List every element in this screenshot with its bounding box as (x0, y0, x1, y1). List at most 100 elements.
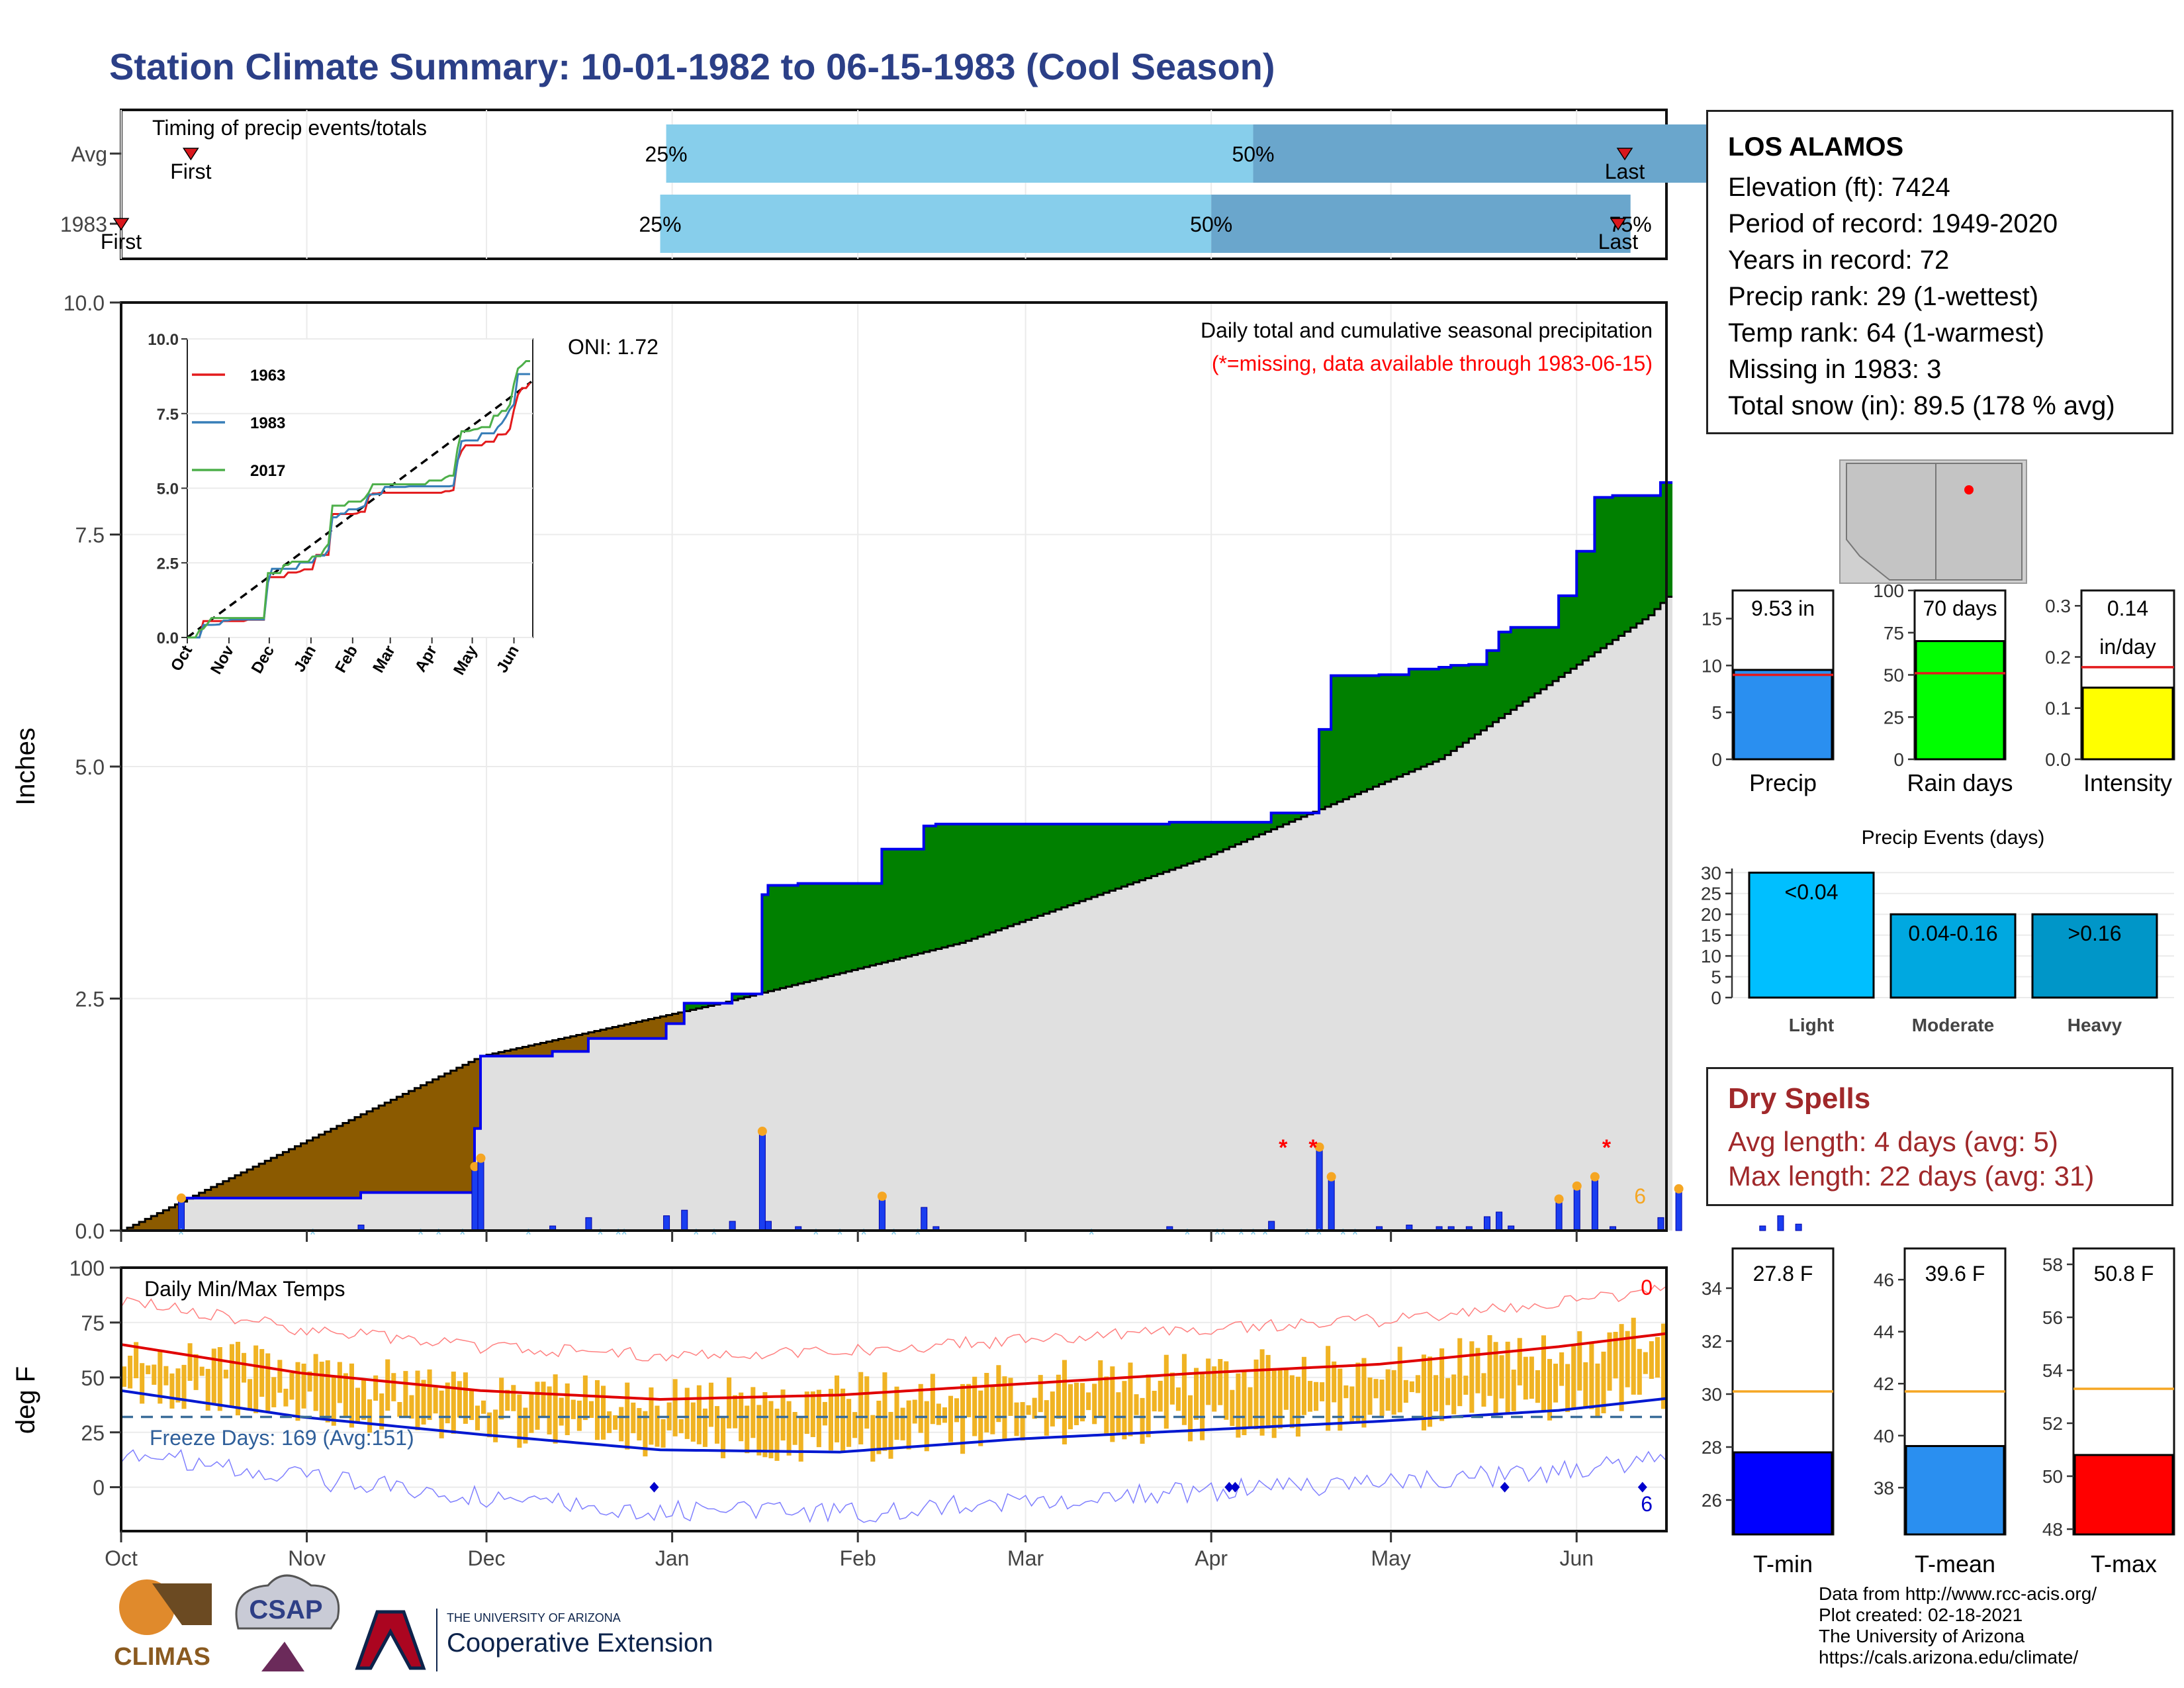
daily-temp-bar (1379, 1380, 1385, 1417)
daily-temp-bar (355, 1387, 361, 1422)
daily-temp-bar (1385, 1369, 1390, 1411)
inset-y-tick-label: 5.0 (157, 481, 179, 498)
snow-marker: * (1250, 1225, 1256, 1244)
precip-summary-tick-label: 0.3 (2045, 596, 2071, 616)
daily-temp-bar (690, 1402, 696, 1442)
temp-summary-bar (1733, 1451, 1833, 1536)
daily-temp-bar (1146, 1374, 1151, 1438)
daily-temp-bar (1092, 1383, 1097, 1425)
daily-temp-bar (684, 1387, 690, 1439)
missing-marker: * (1279, 1135, 1288, 1160)
precip-summary-tick-label: 0 (1711, 749, 1722, 770)
daily-temp-bar (146, 1365, 151, 1374)
daily-temp-bar (259, 1348, 265, 1397)
y-tick-label: 50 (81, 1366, 105, 1390)
daily-temp-bar (607, 1411, 612, 1433)
daily-temp-bar (379, 1393, 385, 1430)
daily-temp-bar (1349, 1386, 1355, 1423)
daily-temp-bar (1355, 1362, 1361, 1422)
month-label: Dec (468, 1546, 506, 1570)
daily-temp-bar (1002, 1376, 1007, 1440)
daily-temp-bar (1271, 1368, 1277, 1438)
daily-temp-bar (487, 1412, 492, 1438)
y-tick-label: 7.5 (75, 524, 105, 547)
daily-temp-bar (1259, 1349, 1265, 1436)
events-bar-label: 0.04-0.16 (1908, 921, 1997, 945)
dry-spells-line: Max length: 22 days (avg: 31) (1728, 1160, 2095, 1192)
average-cumulative-area (121, 596, 1673, 1231)
daily-temp-bar (1056, 1374, 1061, 1419)
daily-temp-bar (134, 1342, 139, 1379)
ua-cooperative-extension-text: Cooperative Extension (447, 1628, 713, 1658)
daily-temp-bar (1517, 1338, 1522, 1385)
temp-summary-tick-label: 58 (2042, 1254, 2063, 1275)
event-marker (1572, 1181, 1582, 1191)
daily-temp-bar (1457, 1338, 1463, 1407)
precip-summary-tick-label: 15 (1702, 609, 1722, 630)
daily-temp-bar (1242, 1372, 1247, 1436)
daily-temp-bar (1529, 1356, 1534, 1399)
snow-marker: * (813, 1225, 819, 1244)
daily-temp-bar (541, 1382, 546, 1418)
month-label: Feb (840, 1546, 876, 1570)
temp-summary-tick-label: 56 (2042, 1307, 2063, 1328)
event-marker (1554, 1194, 1564, 1204)
snow-marker: * (711, 1225, 717, 1244)
daily-precip-bar (729, 1221, 736, 1231)
timing-panel: Timing of precip events/totalsAvg25%50%7… (60, 109, 1880, 260)
daily-temp-bar (181, 1364, 187, 1409)
events-title: Precip Events (days) (1862, 827, 2045, 849)
oni-label: ONI: 1.72 (568, 335, 659, 359)
precip-summary-value: 70 days (1923, 596, 1997, 620)
events-tick-label: 30 (1701, 863, 1721, 883)
temp-summary-tick-label: 28 (1702, 1437, 1722, 1458)
daily-temp-bar (122, 1366, 127, 1387)
precip-summary-label: Rain days (1907, 769, 2013, 796)
daily-temp-bar (1175, 1387, 1181, 1411)
events-category-label: Heavy (2068, 1015, 2122, 1035)
daily-precip-bar (1496, 1211, 1503, 1231)
daily-temp-bar (601, 1385, 606, 1440)
precip-subtitle: (*=missing, data available through 1983-… (1212, 352, 1653, 375)
inset-y-tick-label: 10.0 (148, 331, 179, 349)
daily-temp-bar (714, 1406, 720, 1444)
daily-temp-bar (978, 1390, 983, 1446)
first-marker (182, 148, 199, 161)
y-tick-label: 0.0 (75, 1219, 105, 1243)
daily-temp-bar (1613, 1331, 1618, 1379)
precip-summary-tick-label: 25 (1884, 707, 1904, 727)
daily-temp-bar (409, 1395, 414, 1419)
daily-temp-bar (1110, 1366, 1115, 1442)
station-info-box: LOS ALAMOS Elevation (ft): 7424 Period o… (1706, 110, 2173, 434)
events-bar-label: <0.04 (1785, 880, 1839, 904)
precip-summary-tick-label: 5 (1711, 702, 1722, 723)
daily-temp-bar (792, 1411, 797, 1445)
daily-temp-bar (1661, 1323, 1666, 1409)
event-marker (470, 1162, 480, 1172)
daily-temp-bar (1601, 1351, 1606, 1414)
precip-summary-bar (1733, 669, 1833, 761)
daily-temp-bar (403, 1371, 408, 1418)
credit-line: The University of Arizona (1819, 1626, 2025, 1646)
snow-marker: * (837, 1225, 843, 1244)
station-line: Period of record: 1949-2020 (1728, 209, 2058, 238)
climas-logo-text: CLIMAS (114, 1643, 210, 1671)
events-tick-label: 0 (1711, 988, 1721, 1008)
month-label: Nov (288, 1546, 326, 1570)
daily-temp-bar (1589, 1342, 1594, 1409)
timing-pct-label: 50% (1232, 142, 1274, 166)
daily-temp-bar (1187, 1395, 1193, 1442)
y-tick-label: 25 (81, 1421, 105, 1445)
events-bar (1889, 913, 2017, 999)
snow-marker: * (525, 1225, 531, 1244)
daily-temp-bar (1505, 1341, 1510, 1415)
daily-temp-bar (649, 1387, 654, 1445)
daily-temp-bar (1307, 1381, 1313, 1412)
daily-temp-bar (1338, 1368, 1343, 1431)
event-marker (1590, 1172, 1600, 1182)
dry-spells-title: Dry Spells (1728, 1082, 1871, 1115)
daily-temp-bar (242, 1352, 247, 1383)
daily-temp-bar (1122, 1381, 1127, 1440)
daily-temp-bar (984, 1372, 989, 1432)
daily-temp-bar (1583, 1362, 1588, 1408)
